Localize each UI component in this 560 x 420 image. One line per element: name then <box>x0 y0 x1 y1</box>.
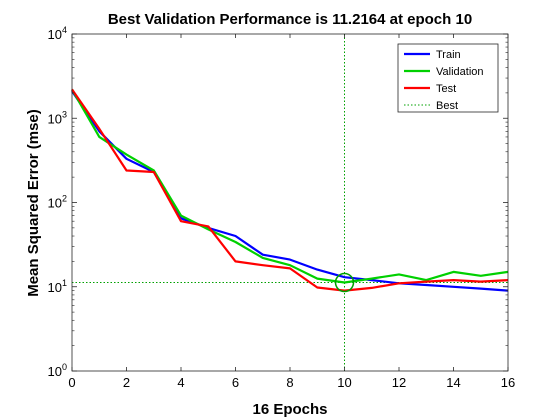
best-marker-lines <box>72 34 508 371</box>
x-tick-label: 14 <box>446 375 460 390</box>
legend-label-train: Train <box>436 49 461 61</box>
x-tick-label: 10 <box>337 375 351 390</box>
y-axis-ticks: 100 101 102 103 104 <box>48 25 508 379</box>
legend-label-validation: Validation <box>436 66 484 78</box>
y-axis-label: Mean Squared Error (mse) <box>25 109 42 297</box>
chart-title: Best Validation Performance is 11.2164 a… <box>108 11 472 28</box>
legend: Train Validation Test Best <box>397 43 499 113</box>
y-tick-label: 102 <box>48 194 67 211</box>
x-tick-label: 2 <box>123 375 130 390</box>
series-line-test <box>71 88 509 292</box>
legend-label-best: Best <box>436 100 458 112</box>
y-tick-label: 103 <box>48 109 67 126</box>
x-tick-label: 12 <box>392 375 406 390</box>
y-tick-label: 101 <box>48 278 67 295</box>
best-point-marker <box>334 272 355 293</box>
legend-box <box>397 43 499 113</box>
series-line-validation <box>71 88 509 284</box>
x-tick-label: 0 <box>68 375 75 390</box>
x-tick-label: 8 <box>286 375 293 390</box>
x-tick-label: 16 <box>501 375 515 390</box>
x-axis-label: 16 Epochs <box>252 401 327 418</box>
series-lines <box>71 88 509 292</box>
x-axis-ticks: 0 2 4 6 8 10 12 14 16 <box>68 34 515 390</box>
legend-label-test: Test <box>436 83 456 95</box>
x-tick-label: 4 <box>177 375 184 390</box>
y-tick-label: 104 <box>48 25 67 42</box>
y-tick-label: 100 <box>48 362 67 379</box>
series-line-train <box>71 90 509 292</box>
x-tick-label: 6 <box>232 375 239 390</box>
